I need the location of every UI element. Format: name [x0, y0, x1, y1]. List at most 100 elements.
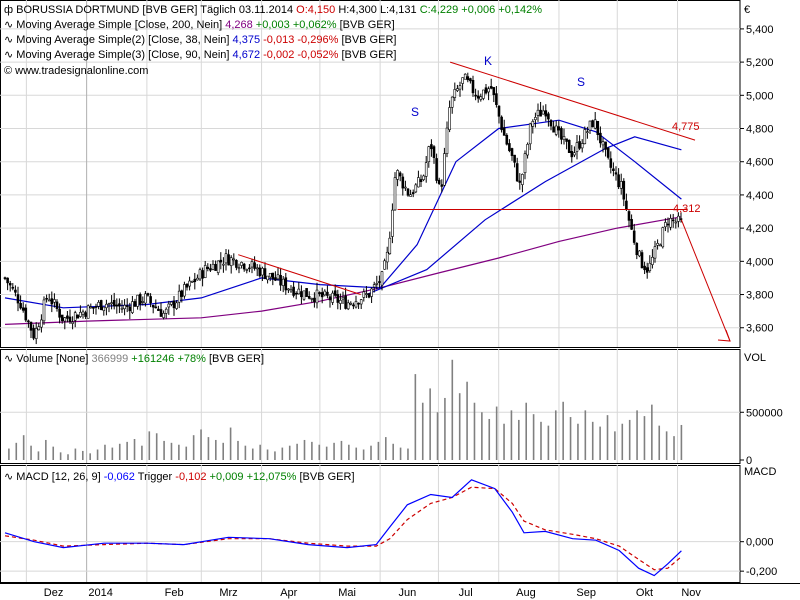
candle-body: [458, 85, 462, 90]
candle-body: [185, 283, 189, 288]
candle-body: [326, 291, 329, 296]
candle-body: [393, 177, 397, 211]
macd-axis-title: MACD: [744, 466, 776, 478]
candle-body: [42, 299, 46, 322]
candle-body: [339, 300, 342, 304]
candle-body: [526, 144, 529, 156]
candle-body: [479, 96, 483, 100]
candle-body: [123, 305, 126, 310]
time-tick-label: Jun: [398, 587, 416, 599]
candle-body: [34, 328, 38, 339]
candle-body: [232, 258, 236, 261]
annotation-right-shoulder: S: [577, 75, 585, 89]
annotation-head: K: [484, 54, 492, 68]
candle-body: [115, 304, 119, 307]
candle-body: [375, 283, 379, 285]
candle-body: [112, 299, 116, 307]
time-tick-label: Apr: [280, 587, 297, 599]
candle-body: [84, 312, 87, 317]
candle-body: [281, 278, 285, 286]
resistance-label: 4,775: [672, 121, 700, 133]
candle-body: [385, 251, 389, 263]
candle-body: [253, 262, 256, 269]
price-tick-label: 5,400: [746, 24, 774, 36]
candle-body: [674, 221, 678, 224]
candle-body: [99, 300, 103, 311]
candle-body: [492, 87, 496, 96]
candle-body: [14, 289, 17, 293]
time-tick-label: Nov: [681, 587, 701, 599]
copyright-icon: ©: [4, 65, 15, 77]
low-value: L:4,131: [380, 4, 417, 16]
candle-body: [578, 141, 581, 149]
candle-body: [102, 306, 106, 311]
candle-body: [323, 290, 327, 296]
candle-body: [258, 267, 262, 277]
indicator-legend: ∿ Moving Average Simple [Close, 200, Nei…: [4, 19, 396, 77]
candle-body: [188, 280, 191, 287]
candle-body: [133, 301, 137, 307]
candle-body: [632, 230, 636, 243]
panel-frame: [0, 465, 741, 583]
candle-body: [27, 320, 30, 323]
candle-body: [214, 264, 217, 271]
candle-body: [289, 289, 293, 292]
candle-body: [671, 219, 675, 222]
trend-arrowhead: [717, 329, 731, 342]
annotation-left-shoulder: S: [411, 105, 419, 119]
candle-body: [352, 304, 355, 307]
panel-frame: [0, 349, 741, 464]
candle-body: [625, 200, 628, 210]
time-tick-label: Dez: [44, 587, 64, 599]
candle-body: [437, 179, 441, 184]
candle-body: [73, 312, 77, 321]
candle-body: [203, 265, 207, 278]
volume-axis: 500000 0: [740, 407, 783, 467]
candle-body: [523, 153, 527, 174]
candle-body: [357, 302, 360, 305]
candle-body: [333, 290, 337, 296]
candle-body: [235, 259, 238, 268]
candle-body: [211, 263, 215, 270]
candle-body: [664, 222, 667, 228]
price-tick-label: 3,600: [746, 323, 774, 335]
candle-body: [21, 307, 25, 311]
candle-body: [131, 301, 134, 313]
candle-body: [175, 302, 178, 309]
candle-body: [430, 144, 433, 150]
candle-body: [552, 126, 555, 133]
candle-body: [177, 290, 181, 303]
candle-body: [193, 278, 197, 283]
candle-body: [349, 302, 353, 305]
trend-line: [238, 254, 361, 296]
candle-body: [643, 265, 646, 271]
candle-body: [224, 253, 228, 264]
price-candles: [3, 72, 683, 345]
volume-tick-label: 0: [746, 455, 752, 467]
candle-body: [157, 308, 160, 311]
time-tick-label: Mrz: [219, 587, 237, 599]
candle-body: [344, 295, 347, 309]
candle-body: [409, 194, 412, 197]
candle-body: [461, 77, 464, 84]
macd-tick-label: 0,000: [746, 537, 774, 549]
candle-body: [622, 180, 626, 200]
wave-icon: ∿: [4, 34, 16, 46]
candle-body: [601, 141, 605, 146]
candle-body: [183, 284, 186, 297]
candle-body: [502, 127, 506, 136]
price-tick-label: 4,600: [746, 157, 774, 169]
candle-body: [359, 299, 363, 305]
currency-symbol: €: [744, 4, 750, 16]
candle-body: [424, 162, 428, 177]
candle-body: [367, 293, 371, 298]
wave-icon: ∿: [4, 19, 16, 31]
candle-body: [414, 184, 418, 193]
candle-body: [66, 315, 69, 319]
candle-body: [240, 262, 243, 266]
candle-body: [297, 288, 301, 295]
price-tick-label: 4,200: [746, 223, 774, 235]
candle-body: [68, 316, 72, 323]
candle-body: [513, 154, 516, 163]
candle-body: [261, 268, 264, 276]
